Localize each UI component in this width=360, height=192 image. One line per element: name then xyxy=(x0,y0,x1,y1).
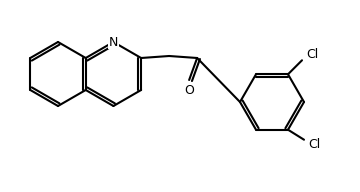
Text: Cl: Cl xyxy=(306,48,318,61)
Text: Cl: Cl xyxy=(308,138,320,151)
Text: N: N xyxy=(109,36,118,49)
Text: O: O xyxy=(184,84,194,97)
